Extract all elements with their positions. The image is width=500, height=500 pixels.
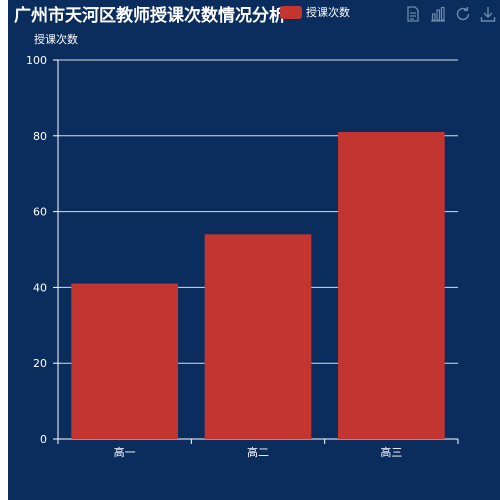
legend-label: 授课次数 <box>306 6 350 19</box>
chart-title: 广州市天河区教师授课次数情况分析 <box>14 6 286 26</box>
y-tick-label: 60 <box>33 206 47 219</box>
bar <box>204 234 312 439</box>
legend-swatch <box>280 5 302 19</box>
bar <box>338 132 445 439</box>
y-tick-label: 40 <box>33 281 47 294</box>
y-tick-label: 80 <box>33 130 47 143</box>
y-axis-label: 授课次数 <box>34 33 78 46</box>
bar <box>71 283 178 439</box>
y-tick-label: 100 <box>26 54 47 67</box>
bar-switch-icon[interactable] <box>430 6 446 22</box>
x-tick-label: 高一 <box>114 445 136 459</box>
toolbox <box>405 6 496 22</box>
y-tick-label: 20 <box>33 357 47 370</box>
x-tick-label: 高二 <box>247 445 269 459</box>
y-tick-label: 0 <box>40 433 47 446</box>
restore-icon[interactable] <box>455 6 471 22</box>
x-tick-label: 高三 <box>380 445 402 459</box>
data-view-icon[interactable] <box>405 6 421 22</box>
legend[interactable]: 授课次数 <box>280 4 350 20</box>
download-icon[interactable] <box>480 6 496 22</box>
